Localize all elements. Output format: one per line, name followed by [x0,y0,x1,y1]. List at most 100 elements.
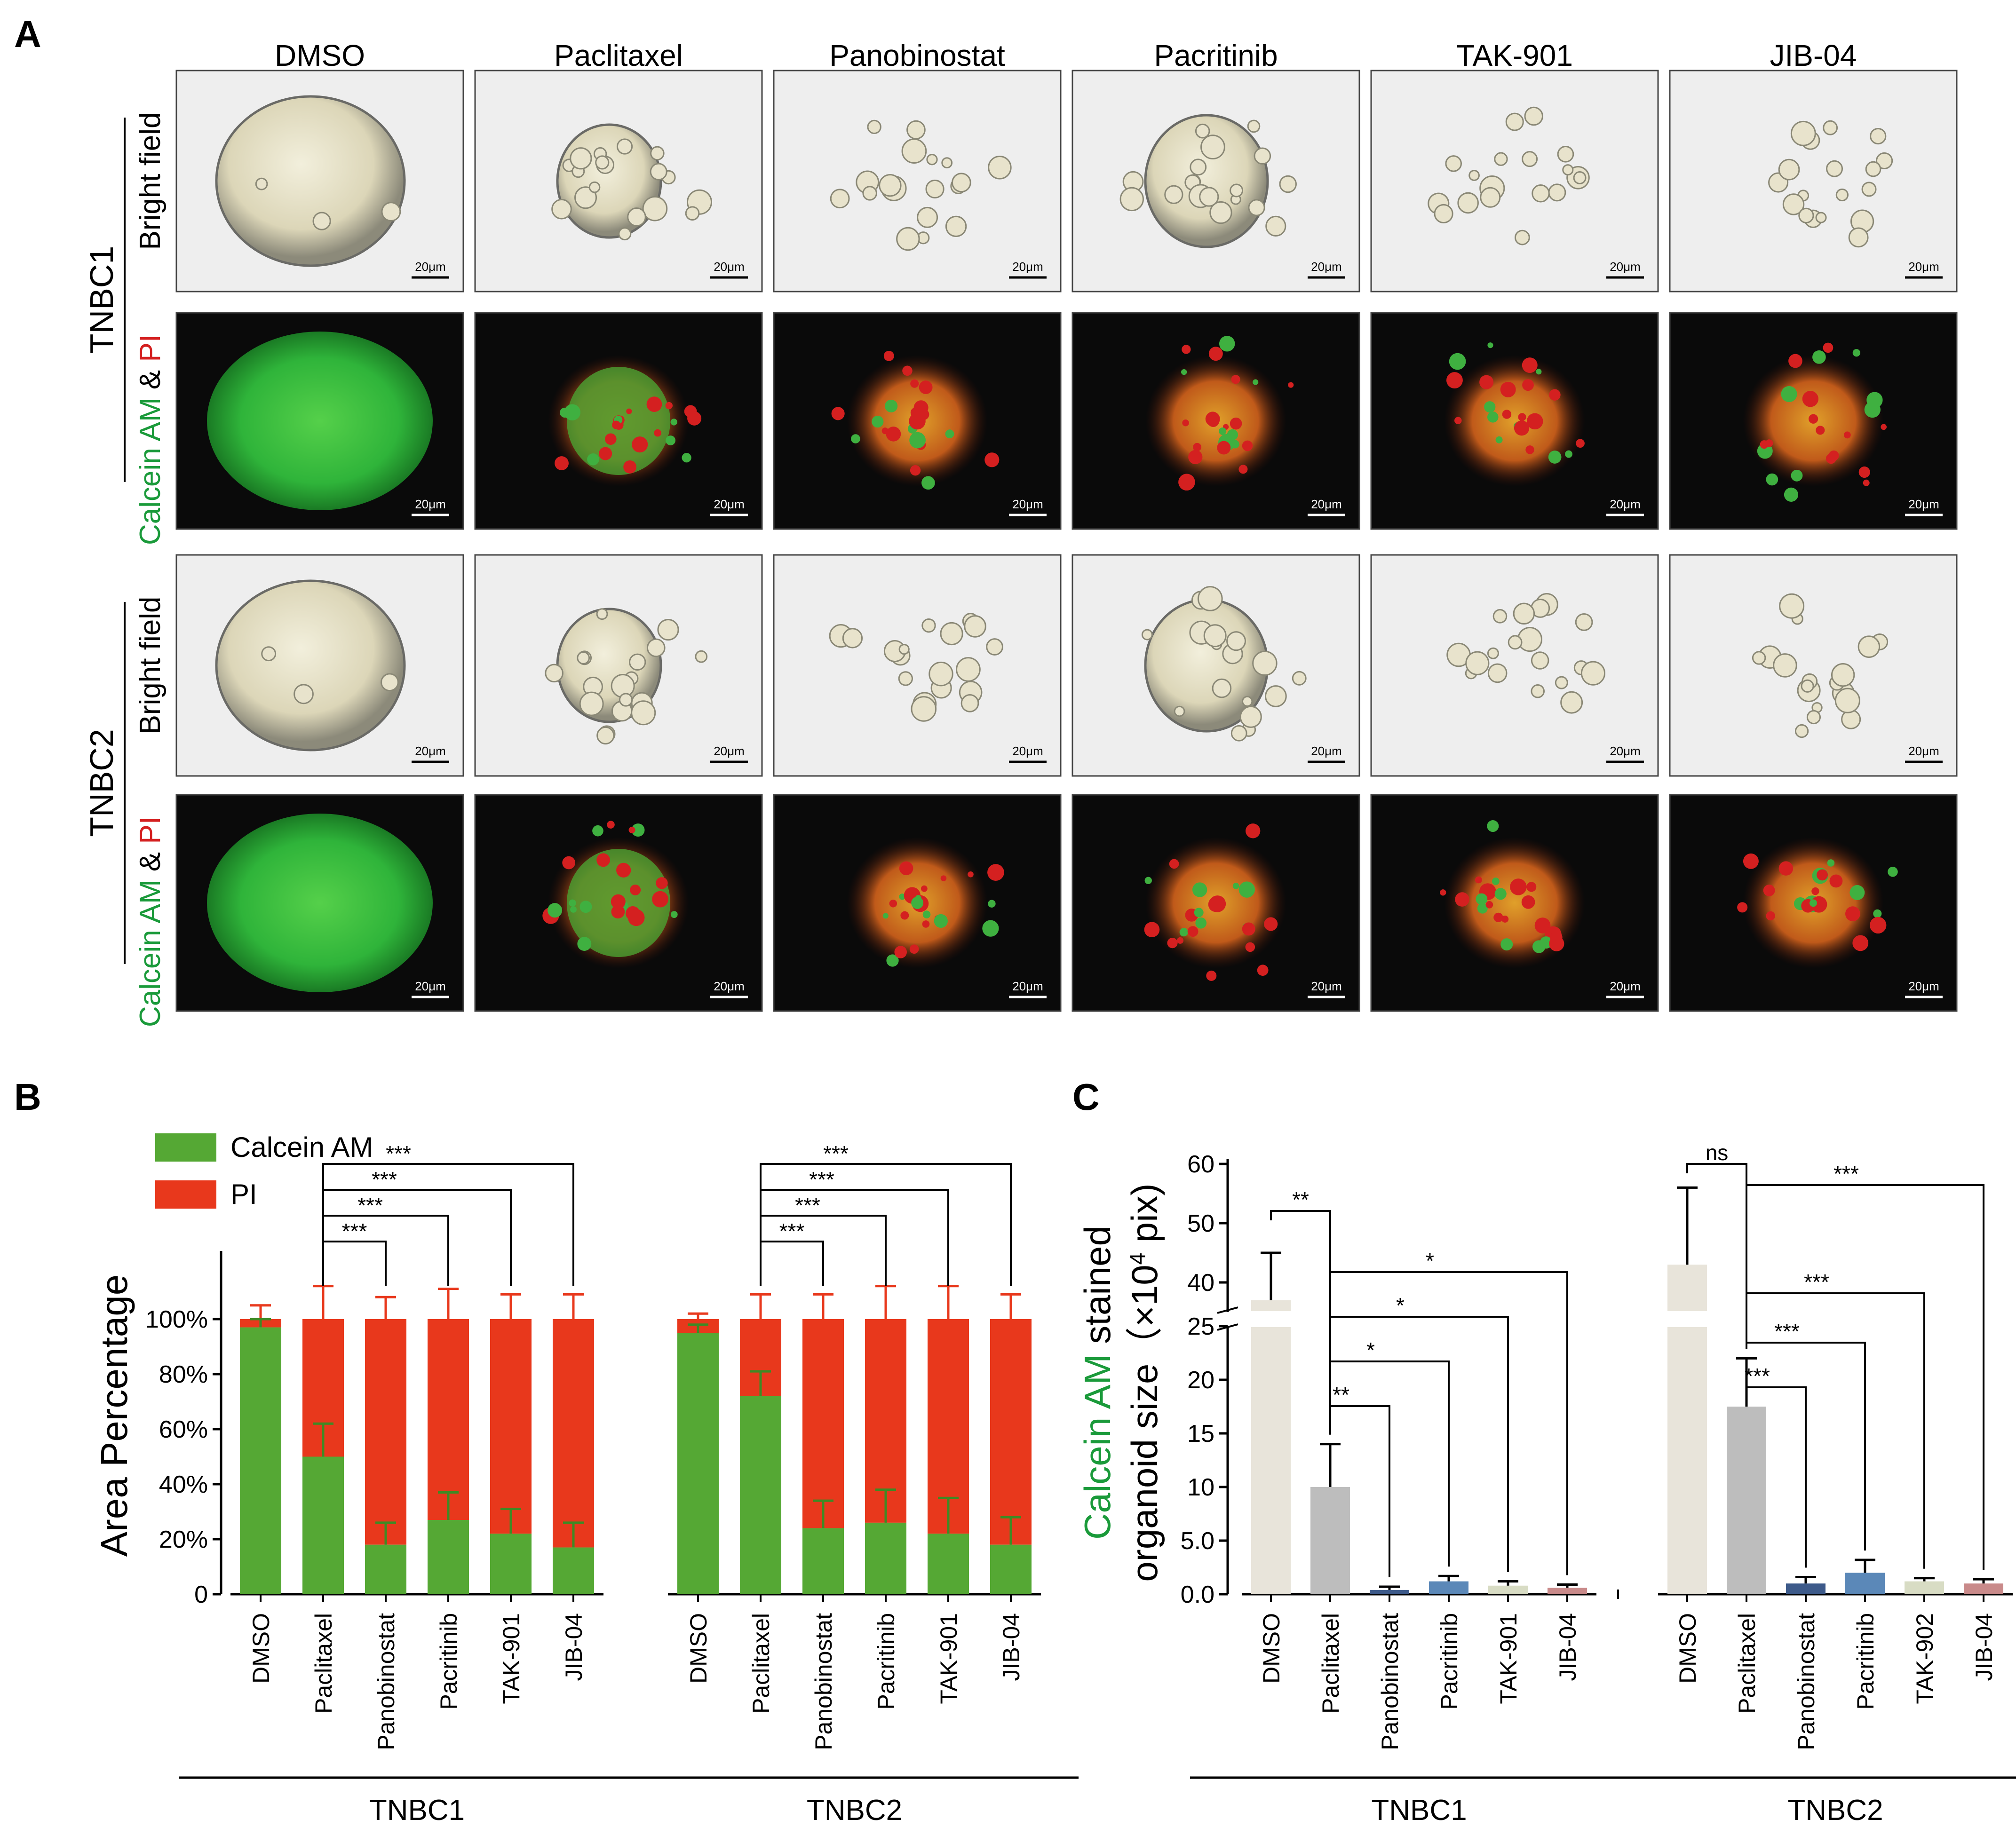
stained-cell [1565,450,1572,458]
cell [1199,187,1219,207]
cell [596,608,608,620]
cell [1513,602,1535,625]
stained-cell [548,903,563,918]
stained-cell [872,415,884,428]
stained-cell [665,402,673,410]
y-tick-label: 10 [1187,1474,1214,1501]
cell [960,694,979,712]
stained-cell [1827,859,1835,867]
cell [1247,119,1261,133]
bar-tak-901 [1488,1585,1528,1594]
cell [1508,635,1523,650]
ampersand: & [134,362,167,398]
cell [618,227,632,241]
stained-cell [919,380,933,394]
panel-letter-a: A [14,13,41,55]
stained-cell [587,453,599,466]
scale-bar-label: 20μm [1012,260,1043,274]
stained-cell [1532,940,1546,953]
organoid [215,95,406,267]
cell [627,207,646,227]
stained-cell [911,896,924,909]
cell [1514,229,1530,245]
brightfield-image-tnbc1-dmso: 20μm [175,70,464,293]
cell [898,671,913,686]
cell [1468,170,1480,181]
stained-cell [894,946,907,958]
cell [1580,661,1606,686]
stained-cell [1829,874,1843,888]
calcein-label: Calcein AM [134,879,167,1027]
cell [1480,187,1501,208]
organoid [215,579,406,751]
stained-cell [1492,878,1500,885]
stained-cell [564,404,581,421]
bar-pi-tak-901 [490,1319,532,1534]
significance-bracket [322,1163,574,1286]
cell [1560,691,1583,714]
brightfield-image-tnbc2-panobinostat: 20μm [773,554,1062,777]
brightfield-image-tnbc1-paclitaxel: 20μm [474,70,763,293]
stained-cell [562,856,576,870]
cell [964,615,986,638]
stained-cell [902,365,913,376]
stained-cell [1195,917,1207,929]
stained-cell [982,920,999,937]
bar-calcein-pacritinib [428,1520,469,1594]
stained-cell [886,954,899,967]
bar-pacritinib [1845,1573,1885,1594]
cell [929,661,953,687]
stained-cell [909,412,926,430]
stained-cell [1169,859,1179,869]
cell [988,156,1012,180]
scale-bar-label: 20μm [1311,979,1342,993]
group-label-tnbc1: TNBC1 [1371,1794,1467,1827]
stained-cell [1144,922,1160,938]
stained-cell [1781,386,1797,403]
bar-calcein-paclitaxel [302,1456,344,1594]
cell [1141,629,1153,641]
stained-cell [1253,379,1259,385]
stained-cell [1477,903,1488,914]
stained-cell [1500,938,1513,951]
stained-cell [627,909,645,926]
stained-cell [1257,965,1269,976]
stained-cell [611,420,621,429]
cell [261,646,277,662]
stained-cell [1500,381,1516,397]
stained-cell [1845,906,1860,922]
cell [1778,158,1800,181]
fluorescence-image-tnbc1-dmso: 20μm [175,312,464,530]
y-tick-label: 20% [159,1526,208,1553]
fluorescence-image-tnbc1-jib-04: 20μm [1669,312,1958,530]
cell [1861,182,1877,197]
y-tick-label: 100% [145,1306,208,1333]
stained-cell [596,853,610,867]
stained-cell [899,894,905,900]
scale-bar-label: 20μm [714,260,745,274]
stained-cell [1549,389,1561,401]
stained-cell [670,911,678,918]
stained-cell [632,436,648,453]
cell [1292,671,1307,686]
x-tick-label-dmso: DMSO [1675,1613,1701,1684]
stained-cell [611,905,625,919]
cell [1875,152,1893,170]
cell [657,618,679,641]
cell [1826,160,1843,177]
stained-cell [1479,375,1494,389]
scale-bar-label: 20μm [1012,497,1043,511]
stained-cell [555,456,569,470]
stained-cell [626,408,632,414]
scale-bar-label: 20μm [1311,260,1342,274]
cell [1752,651,1766,665]
stained-cell [605,433,617,445]
significance-label: *** [795,1193,820,1218]
stained-cell [1238,881,1255,898]
stained-cell [666,435,676,445]
stained-cell [1446,372,1463,389]
image-frame [1370,70,1659,293]
x-tick-label-pacritinib: Pacritinib [873,1613,899,1710]
significance-bracket [1330,1405,1390,1578]
x-tick-label-pacritinib: Pacritinib [1852,1613,1879,1710]
